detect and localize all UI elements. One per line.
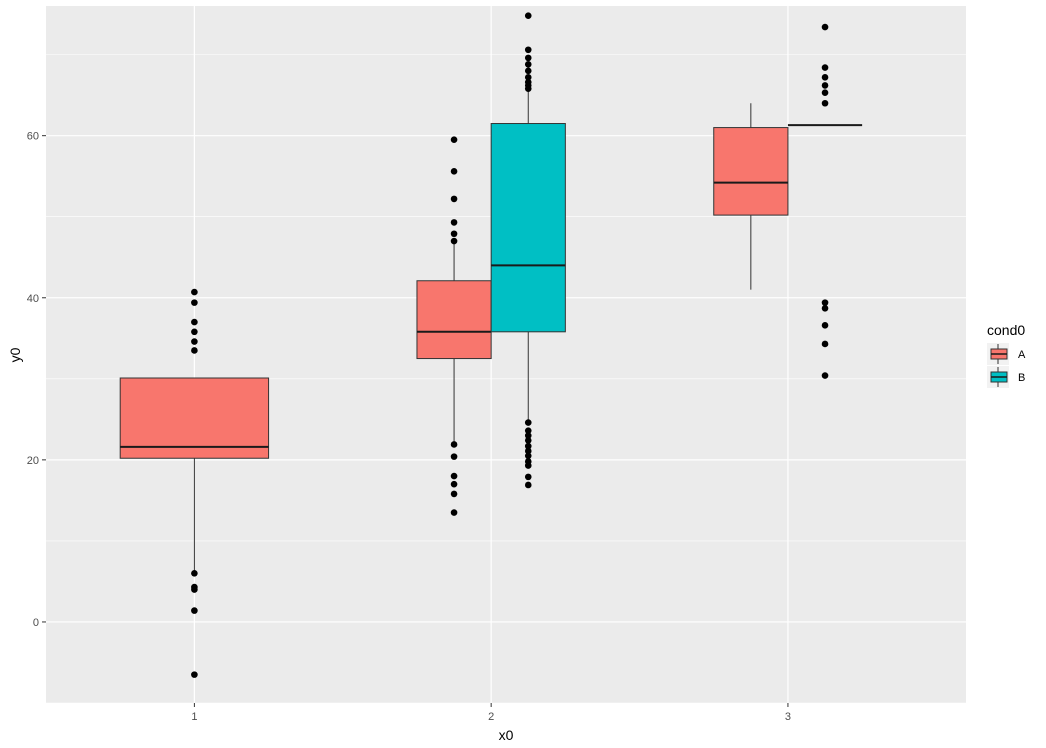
outlier-point (191, 299, 198, 306)
outlier-point (821, 322, 829, 329)
outlier-point (821, 372, 829, 379)
outlier-point (821, 82, 829, 89)
outlier-point (524, 473, 532, 481)
outlier-point (821, 99, 829, 107)
outlier-point (450, 490, 458, 498)
outlier-point (524, 12, 532, 20)
outlier-point (524, 437, 532, 444)
outlier-point (450, 472, 458, 480)
outlier-point (524, 427, 532, 434)
outlier-point (450, 195, 458, 203)
x-tick-label: 3 (785, 711, 791, 723)
box-a-2 (416, 280, 492, 360)
outlier-point (821, 64, 829, 71)
legend: cond0 AB (987, 322, 1026, 388)
outlier-point (524, 442, 532, 450)
outlier-point (450, 453, 458, 460)
outlier-point (821, 305, 829, 312)
outlier-point (821, 340, 829, 348)
outlier-point (524, 447, 532, 455)
legend-label-b: B (1018, 372, 1025, 384)
legend-title: cond0 (987, 322, 1025, 338)
outlier-point (524, 452, 532, 460)
outlier-point (821, 89, 829, 97)
outlier-point (191, 570, 198, 577)
outlier-point (450, 230, 458, 238)
legend-keys: AB (987, 343, 1026, 388)
outlier-point (450, 237, 458, 245)
outlier-point (450, 509, 458, 516)
x-tick-label: 2 (488, 711, 494, 723)
outlier-point (524, 54, 532, 62)
legend-label-a: A (1018, 349, 1026, 361)
y-tick-label: 20 (27, 455, 39, 467)
outlier-point (524, 85, 532, 92)
y-tick-label: 0 (33, 617, 39, 629)
outlier-point (450, 480, 458, 488)
box-b-2 (490, 123, 566, 333)
box-a-1 (119, 377, 270, 459)
outlier-point (524, 46, 532, 54)
plot-panel (46, 6, 966, 703)
outlier-point (191, 607, 198, 614)
outlier-point (450, 219, 458, 226)
outlier-point (524, 67, 532, 75)
outlier-point (191, 288, 198, 296)
axes: 0 20 40 60 1 2 3 (27, 131, 791, 723)
outlier-point (524, 462, 532, 469)
y-axis-title: y0 (7, 347, 23, 362)
x-axis-title: x0 (499, 727, 514, 743)
outlier-point (821, 299, 829, 306)
outlier-point (450, 136, 458, 144)
outlier-point (191, 338, 198, 345)
outlier-point (450, 168, 458, 175)
outlier-point (524, 61, 532, 68)
outlier-point (524, 419, 532, 426)
outlier-point (191, 347, 198, 354)
outlier-point (191, 328, 198, 336)
outlier-point (450, 441, 458, 448)
outlier-point (821, 23, 829, 31)
outlier-point (191, 586, 198, 593)
outlier-point (191, 671, 198, 678)
outlier-point (524, 74, 532, 81)
y-tick-label: 60 (27, 131, 39, 143)
outlier-point (191, 318, 198, 326)
box-marks (119, 12, 863, 678)
box-a-3 (713, 127, 789, 216)
y-tick-label: 40 (27, 293, 39, 305)
outlier-point (524, 481, 532, 489)
outlier-point (821, 74, 829, 81)
outlier-point (524, 432, 532, 439)
x-tick-label: 1 (191, 711, 197, 723)
